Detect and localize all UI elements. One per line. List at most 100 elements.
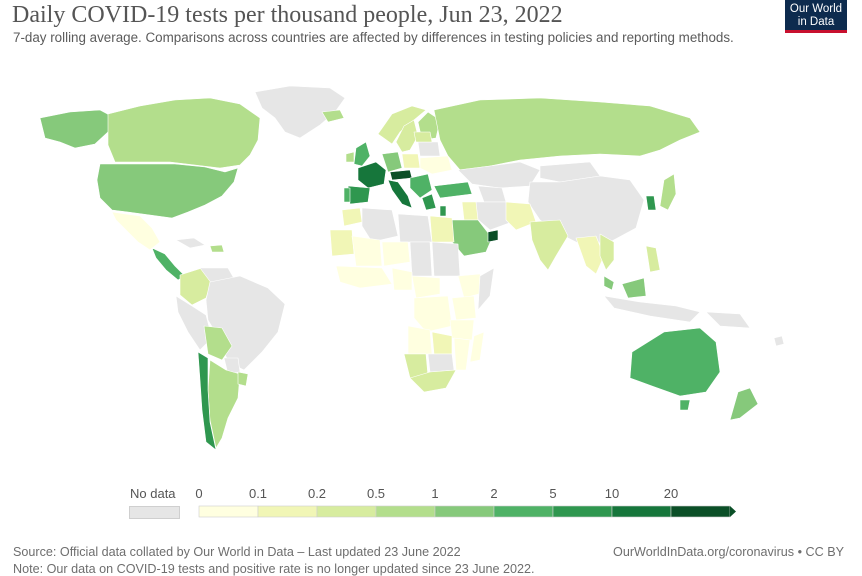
country-turkey[interactable] [433, 181, 473, 199]
country-italy[interactable] [387, 179, 413, 209]
country-russia[interactable] [433, 97, 701, 171]
legend-bin-0[interactable] [198, 505, 259, 518]
country-nigeria[interactable] [391, 267, 413, 291]
country-canada[interactable] [107, 97, 261, 169]
country-balkans[interactable] [409, 173, 433, 199]
legend-bin-5[interactable] [493, 505, 554, 518]
country-uae[interactable] [487, 229, 499, 243]
country-drc[interactable] [413, 295, 453, 333]
country-myanmar-thailand[interactable] [575, 235, 605, 275]
color-legend: No data 0 0.1 0.2 0.5 1 2 5 10 20 [0, 482, 862, 522]
country-egypt[interactable] [429, 215, 455, 243]
country-paraguay[interactable] [223, 357, 241, 375]
country-cameroon-car[interactable] [411, 275, 441, 299]
country-chad[interactable] [409, 241, 433, 277]
country-bolivia[interactable] [203, 325, 233, 361]
country-afghanistan-pakistan[interactable] [505, 201, 537, 231]
legend-tick-label: 0.1 [248, 486, 268, 501]
country-france[interactable] [357, 161, 387, 189]
country-greece[interactable] [421, 193, 437, 211]
country-west-africa[interactable] [335, 265, 393, 289]
country-chile[interactable] [197, 351, 217, 451]
country-poland[interactable] [401, 153, 421, 169]
country-austria[interactable] [389, 169, 413, 181]
country-portugal[interactable] [343, 187, 351, 203]
logo-line-2: in Data [797, 16, 835, 28]
country-germany[interactable] [381, 151, 403, 173]
country-vietnam[interactable] [599, 233, 615, 271]
country-uruguay[interactable] [237, 371, 249, 387]
legend-bin-2[interactable] [316, 505, 377, 518]
country-tanzania[interactable] [449, 319, 475, 341]
legend-bin-8[interactable] [670, 505, 731, 518]
country-libya[interactable] [397, 213, 433, 243]
no-data-label: No data [130, 486, 176, 501]
country-somalia[interactable] [477, 267, 495, 311]
country-japan[interactable] [659, 173, 677, 211]
country-usa[interactable] [96, 163, 239, 219]
country-peru[interactable] [175, 295, 213, 351]
country-cuba[interactable] [175, 237, 206, 249]
country-dominican-republic[interactable] [209, 244, 225, 253]
footnote: Note: Our data on COVID-19 tests and pos… [13, 562, 535, 576]
legend-bar [198, 505, 736, 518]
legend-tick-label: 0 [195, 486, 203, 501]
country-new-zealand[interactable] [729, 387, 759, 421]
country-australia[interactable] [629, 327, 721, 397]
country-angola[interactable] [407, 325, 433, 355]
country-greenland[interactable] [254, 85, 346, 139]
country-mali[interactable] [351, 235, 383, 267]
legend-bin-4[interactable] [434, 505, 495, 518]
logo-line-1: Our World [789, 3, 843, 15]
country-philippines[interactable] [645, 245, 661, 273]
country-israel[interactable] [439, 205, 447, 217]
country-malaysia[interactable] [603, 275, 615, 291]
chart-title: Daily COVID-19 tests per thousand people… [12, 2, 563, 28]
owid-logo[interactable]: Our World in Data [785, 0, 847, 33]
country-sudan[interactable] [431, 241, 461, 277]
country-pacific-islands[interactable] [773, 335, 785, 347]
country-alaska[interactable] [39, 109, 116, 149]
country-uk[interactable] [353, 141, 371, 167]
country-south-korea[interactable] [645, 195, 657, 211]
country-norway[interactable] [377, 105, 427, 145]
legend-bin-7[interactable] [611, 505, 672, 518]
country-ireland[interactable] [345, 151, 355, 163]
country-iceland[interactable] [321, 109, 345, 123]
country-botswana-zimbabwe[interactable] [427, 353, 455, 373]
legend-bin-6[interactable] [552, 505, 613, 518]
legend-tick-label: 5 [549, 486, 557, 501]
world-map [39, 85, 785, 451]
country-kazakhstan[interactable] [457, 161, 541, 189]
country-kenya[interactable] [451, 295, 477, 321]
country-madagascar[interactable] [469, 331, 485, 363]
country-morocco[interactable] [341, 207, 363, 227]
country-zambia[interactable] [431, 331, 453, 355]
source-note: Source: Official data collated by Our Wo… [13, 545, 461, 559]
country-baltics[interactable] [413, 131, 433, 143]
country-iraq[interactable] [461, 201, 479, 221]
legend-bin-3[interactable] [375, 505, 436, 518]
country-mauritania[interactable] [329, 229, 355, 257]
country-indonesia[interactable] [603, 295, 701, 323]
country-south-africa[interactable] [409, 369, 457, 393]
country-india[interactable] [529, 219, 569, 271]
country-papua[interactable] [705, 311, 751, 329]
country-niger[interactable] [381, 241, 411, 267]
legend-tick-label: 0.2 [307, 486, 327, 501]
country-belarus[interactable] [417, 141, 441, 157]
legend-tick-label: 10 [604, 486, 620, 501]
country-mexico[interactable] [111, 211, 161, 251]
country-uzbekistan[interactable] [477, 185, 507, 203]
country-borneo[interactable] [621, 277, 647, 299]
country-tasmania[interactable] [679, 399, 691, 411]
country-ukraine[interactable] [419, 155, 453, 175]
legend-bin-1[interactable] [257, 505, 318, 518]
credit-link[interactable]: OurWorldInData.org/coronavirus • CC BY [613, 545, 844, 559]
country-spain[interactable] [347, 185, 371, 205]
no-data-swatch [129, 506, 180, 519]
country-algeria[interactable] [361, 207, 399, 243]
legend-tick-label: 0.5 [366, 486, 386, 501]
legend-tick-label: 2 [490, 486, 498, 501]
country-mozambique[interactable] [453, 337, 471, 371]
